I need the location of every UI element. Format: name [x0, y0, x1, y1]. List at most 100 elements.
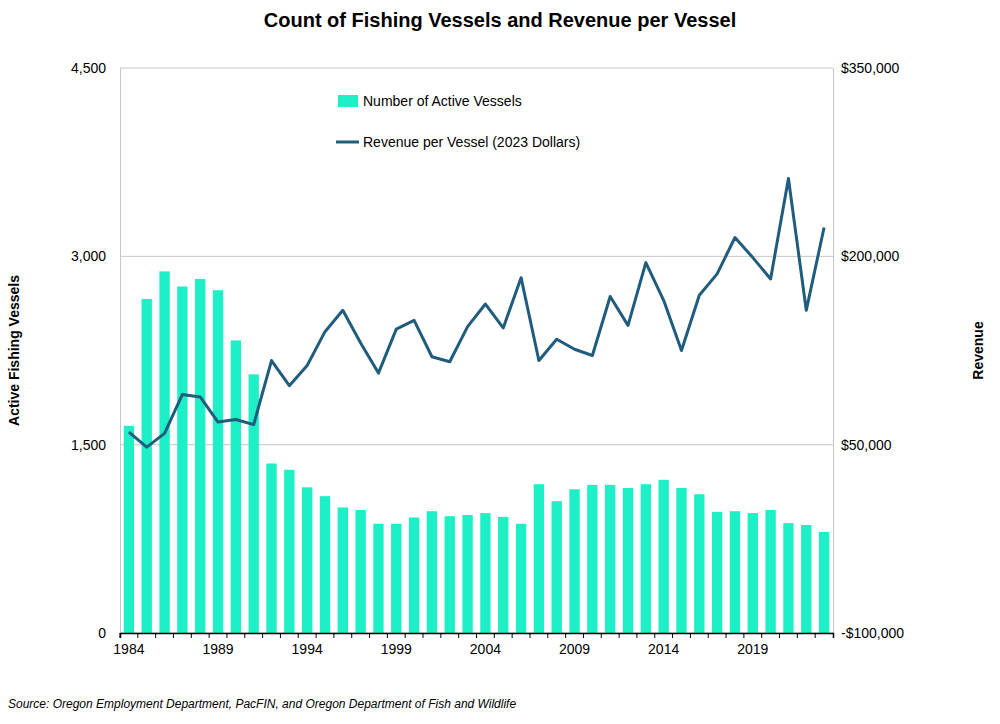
x-tick — [137, 633, 138, 638]
x-tick-mark — [120, 633, 121, 638]
x-axis: 1984 1989 1994 1999 2004 2009 2014 2019 — [113, 633, 833, 657]
bar — [427, 511, 437, 633]
x-tick — [173, 633, 174, 638]
bar — [748, 513, 758, 633]
bar — [373, 524, 383, 633]
bar — [534, 484, 544, 633]
bar — [569, 489, 579, 633]
bar — [641, 484, 651, 633]
x-tick — [619, 633, 620, 638]
y-tick: 4,500 — [71, 60, 120, 76]
x-tick — [351, 633, 352, 638]
x-tick-mark — [779, 633, 780, 638]
x-tick-label: 2019 — [737, 641, 768, 657]
bar — [195, 279, 205, 633]
bar — [765, 510, 775, 633]
y-axis-line — [120, 69, 121, 634]
x-tick-mark — [547, 633, 548, 638]
x-tick-mark — [173, 633, 174, 638]
x-tick-mark — [244, 633, 245, 638]
legend-label: Number of Active Vessels — [363, 93, 522, 109]
bar — [445, 516, 455, 633]
x-tick-mark — [209, 633, 210, 638]
x-tick-label: 1989 — [202, 641, 233, 657]
y2-tick-label: $50,000 — [841, 437, 892, 453]
y2-axis-title: Revenue — [970, 321, 986, 380]
y2-tick-label: $350,000 — [841, 60, 900, 76]
x-tick-label: 1984 — [113, 641, 144, 657]
bar — [159, 271, 169, 633]
bar — [391, 524, 401, 633]
y2-tick-label: $200,000 — [841, 248, 900, 264]
x-tick — [155, 633, 156, 638]
x-tick: 1999 — [381, 633, 412, 657]
x-tick-label: 2014 — [648, 641, 679, 657]
y-tick-label: 0 — [98, 625, 106, 641]
y2-tick-label: -$100,000 — [841, 625, 904, 641]
x-tick-mark — [191, 633, 192, 638]
bar — [409, 517, 419, 633]
x-tick — [779, 633, 780, 638]
x-tick-mark — [726, 633, 727, 638]
x-tick — [583, 633, 584, 638]
y-tick-label: 4,500 — [71, 60, 106, 76]
bar — [712, 512, 722, 633]
bar — [801, 525, 811, 633]
x-tick-mark — [565, 633, 566, 638]
x-tick-mark — [262, 633, 263, 638]
bar — [783, 523, 793, 633]
y2-axis-line — [833, 69, 834, 634]
bar — [623, 488, 633, 633]
x-tick-mark — [619, 633, 620, 638]
x-tick — [797, 633, 798, 638]
x-tick — [690, 633, 691, 638]
x-tick — [244, 633, 245, 638]
y-tick: 1,500 — [71, 437, 120, 453]
x-tick-mark — [529, 633, 530, 638]
bar — [124, 426, 134, 633]
x-tick-mark — [137, 633, 138, 638]
y2-tick: $50,000 — [833, 437, 892, 453]
bar — [516, 524, 526, 633]
grid-line — [120, 444, 833, 445]
x-tick-mark — [333, 633, 334, 638]
x-tick-mark — [226, 633, 227, 638]
bar — [730, 511, 740, 633]
x-tick — [726, 633, 727, 638]
x-tick — [815, 633, 816, 638]
x-tick — [601, 633, 602, 638]
x-tick — [547, 633, 548, 638]
x-tick — [226, 633, 227, 638]
bar — [552, 501, 562, 633]
y2-tick: $200,000 — [833, 248, 900, 264]
y-tick: 3,000 — [71, 248, 120, 264]
y2-tick: -$100,000 — [833, 625, 904, 641]
y-tick: 0 — [98, 625, 120, 641]
x-tick — [369, 633, 370, 638]
x-tick — [529, 633, 530, 638]
x-tick-mark — [405, 633, 406, 638]
x-tick-mark — [351, 633, 352, 638]
x-tick-mark — [316, 633, 317, 638]
x-tick-label: 2004 — [470, 641, 501, 657]
x-tick — [708, 633, 709, 638]
x-tick-label: 1999 — [381, 641, 412, 657]
x-tick — [316, 633, 317, 638]
x-tick-label: 2009 — [559, 641, 590, 657]
x-tick-mark — [369, 633, 370, 638]
plot-area — [124, 178, 830, 633]
x-tick-mark — [672, 633, 673, 638]
y-tick-label: 1,500 — [71, 437, 106, 453]
y2-tick: $350,000 — [833, 60, 900, 76]
bar — [819, 532, 829, 633]
x-tick-mark — [654, 633, 655, 638]
bar — [355, 510, 365, 633]
title: Count of Fishing Vessels and Revenue per… — [264, 9, 736, 31]
y-axis-title: Active Fishing Vessels — [6, 275, 22, 426]
bar — [177, 286, 187, 633]
x-tick — [191, 633, 192, 638]
x-tick-mark — [708, 633, 709, 638]
bar — [676, 488, 686, 633]
x-tick-label: 1994 — [292, 641, 323, 657]
bar — [266, 464, 276, 634]
